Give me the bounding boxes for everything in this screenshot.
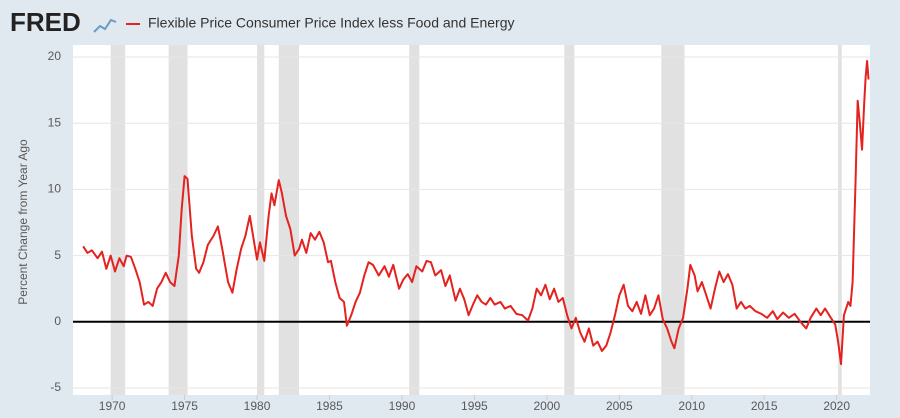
y-tick-label: 20 [48, 49, 62, 63]
y-tick-label: 10 [48, 182, 62, 196]
y-tick-label: 0 [54, 314, 61, 328]
x-tick-label: 2015 [751, 399, 778, 413]
recession-band [257, 45, 265, 395]
recession-band [168, 45, 188, 395]
logo: FRED [10, 7, 81, 37]
recession-band [661, 45, 685, 395]
x-tick-label: 1990 [389, 399, 416, 413]
x-tick-label: 1985 [316, 399, 343, 413]
x-tick-label: 1975 [171, 399, 198, 413]
logo-icon [93, 18, 117, 33]
series-line [82, 59, 870, 366]
x-tick-label: 2010 [678, 399, 705, 413]
x-tick-label: 1995 [461, 399, 488, 413]
y-axis-label: Percent Change from Year Ago [16, 139, 30, 305]
recession-band [564, 45, 575, 395]
recession-band [110, 45, 126, 395]
y-tick-label: 15 [48, 115, 62, 129]
y-tick-label: -5 [50, 380, 61, 394]
recession-band [278, 45, 300, 395]
y-tick-label: 5 [54, 248, 61, 262]
x-tick-label: 1980 [244, 399, 271, 413]
recession-band [409, 45, 420, 395]
x-tick-label: 2020 [823, 399, 850, 413]
chart-title: Flexible Price Consumer Price Index less… [148, 15, 515, 31]
recession-band [838, 45, 842, 395]
x-tick-label: 1970 [99, 399, 126, 413]
x-tick-label: 2000 [534, 399, 561, 413]
x-tick-label: 2005 [606, 399, 633, 413]
plot-area [73, 45, 870, 395]
